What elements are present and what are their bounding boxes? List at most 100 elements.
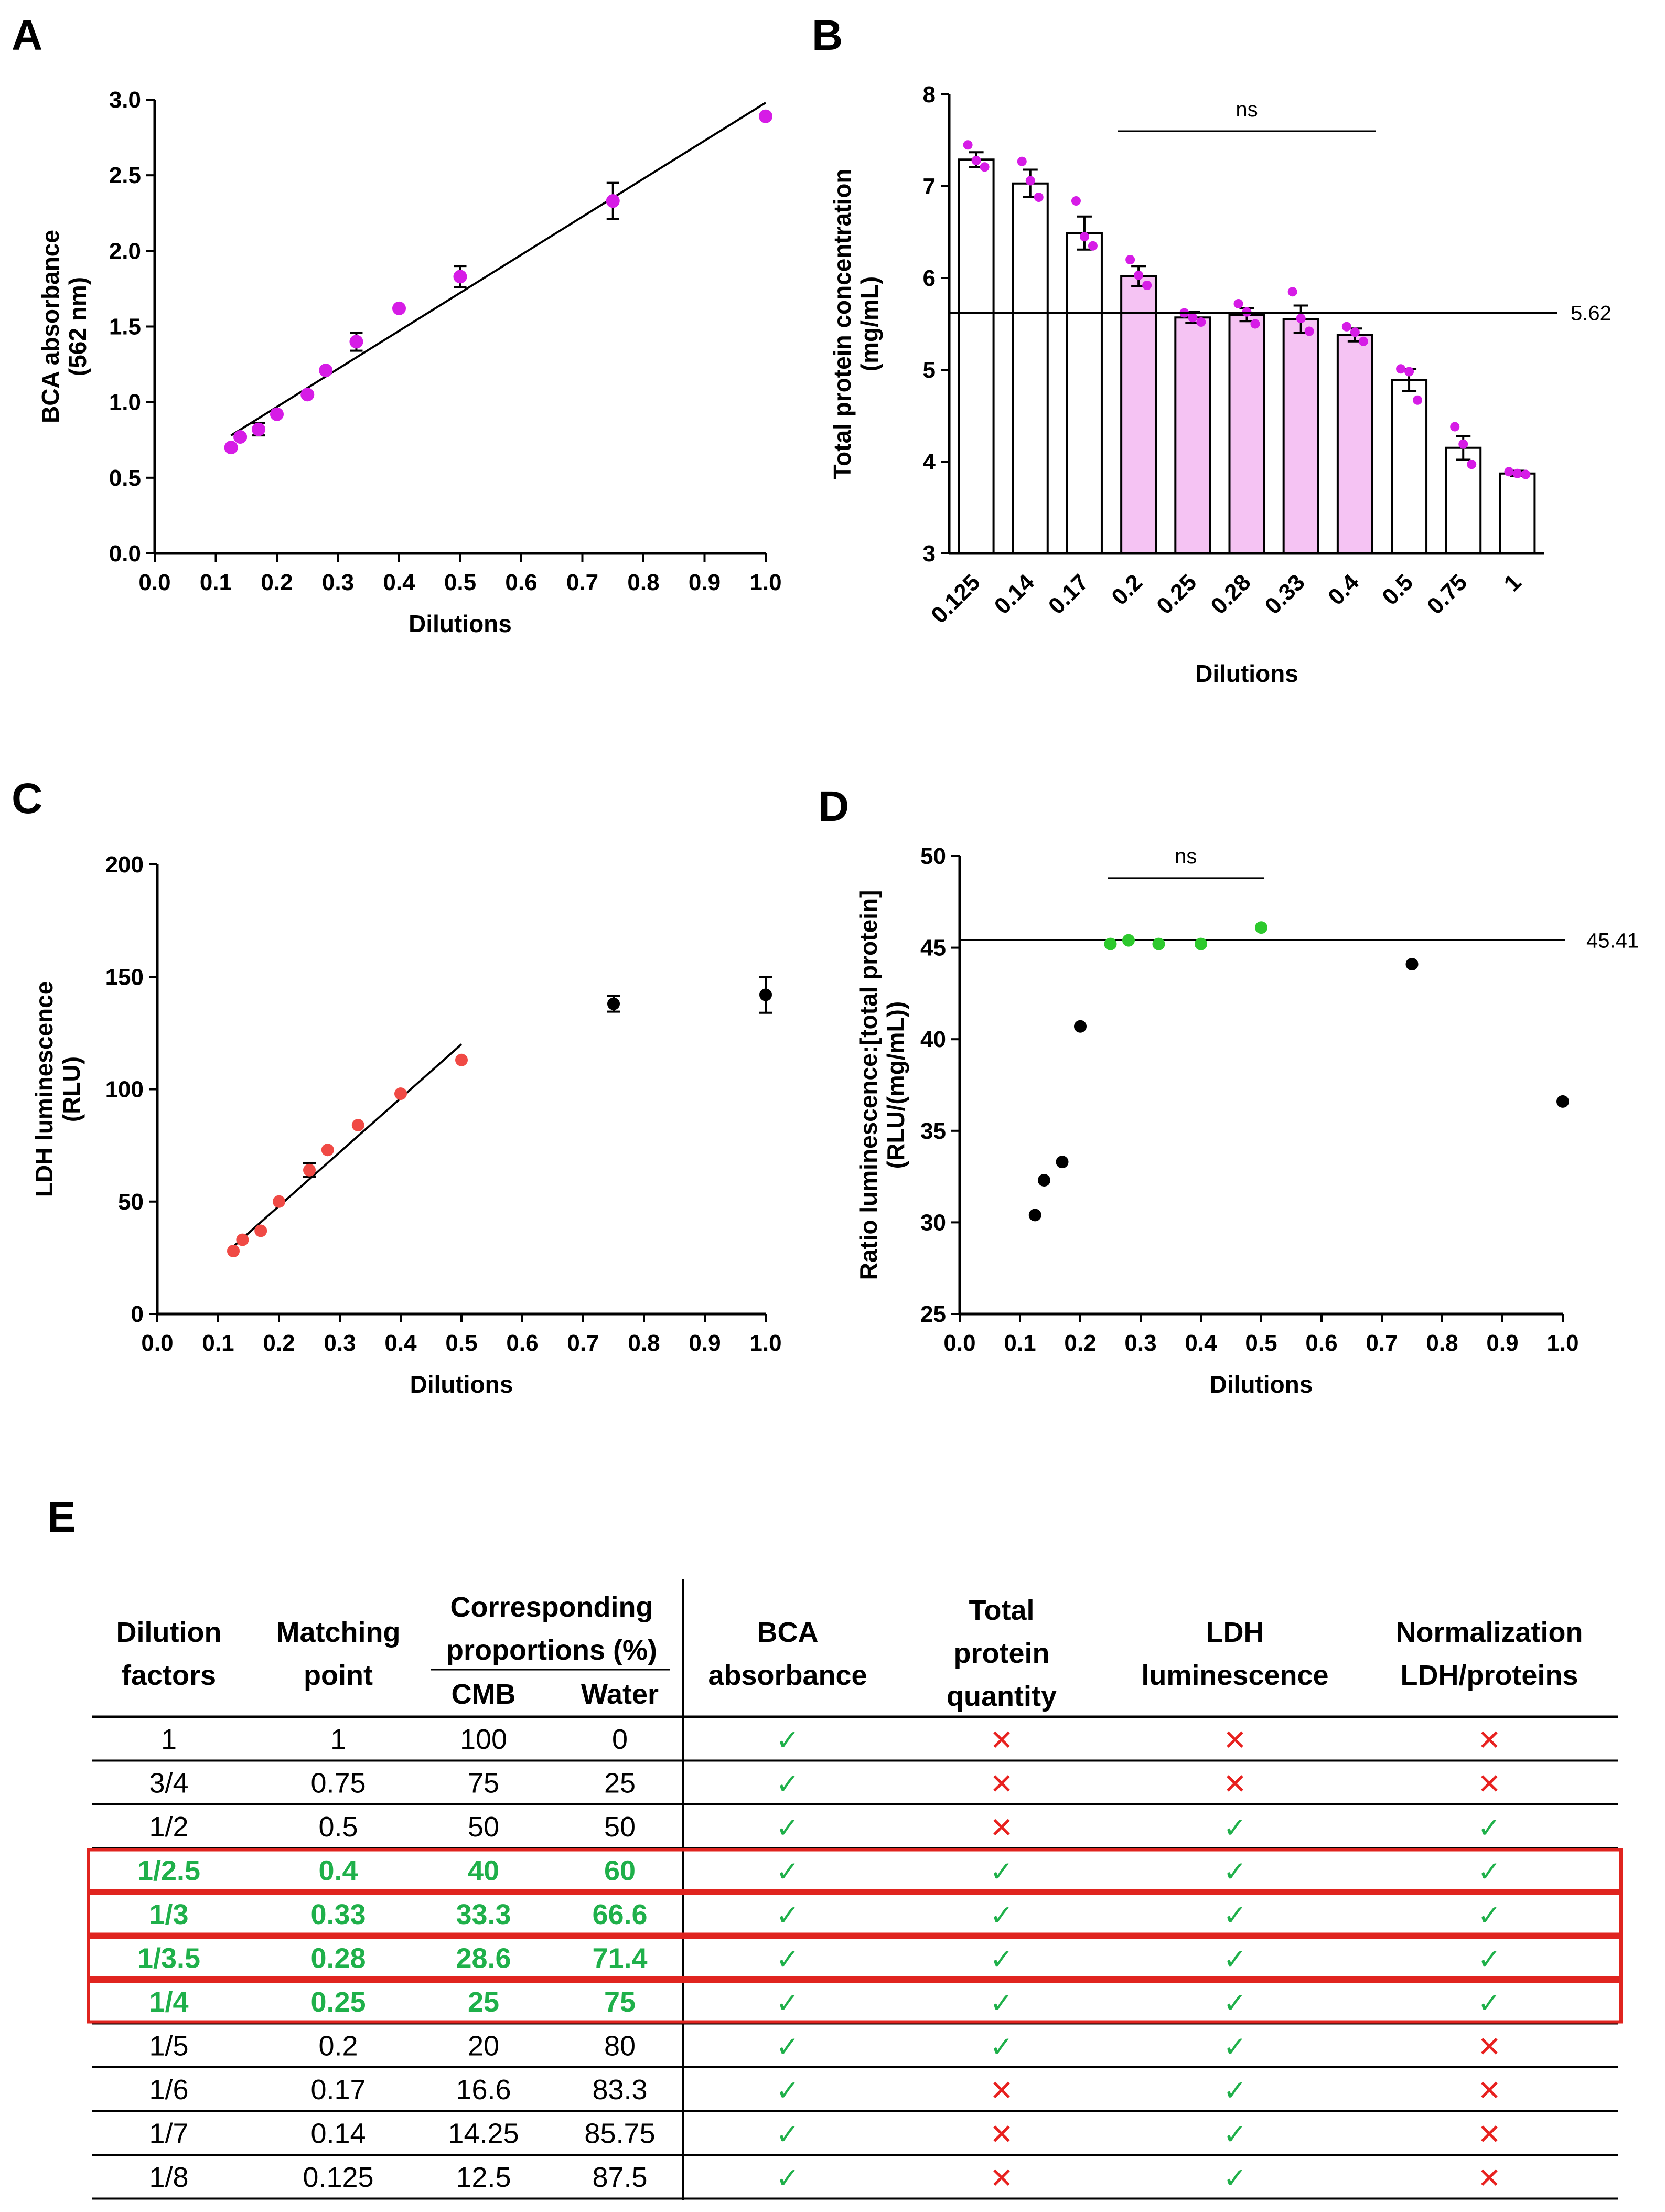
cell-cmb: 100 — [460, 1724, 507, 1755]
y-tick-label: 6 — [923, 265, 936, 291]
check-icon: ✓ — [1477, 1987, 1501, 2019]
panel-label-a: A — [12, 12, 42, 59]
header-bca: BCA — [757, 1617, 819, 1648]
data-point — [303, 1163, 316, 1177]
panel-d-scatter: 0.0 0.1 0.2 0.3 0.4 0.5 0.6 0.7 0.8 0.9 1.0 25 30 35 4… — [855, 843, 1639, 1398]
header-proportions: Corresponding — [450, 1591, 653, 1623]
x-tick-label: 0.6 — [506, 1330, 538, 1356]
data-point — [455, 1053, 468, 1066]
data-point — [1074, 1020, 1087, 1033]
check-icon: ✓ — [1223, 1856, 1247, 1887]
y-tick-label: 2.0 — [109, 238, 141, 264]
cross-icon: ✕ — [990, 1768, 1013, 1800]
x-tick-label: 0.2 — [1064, 1330, 1096, 1356]
fit-line — [232, 1043, 463, 1247]
data-point — [392, 301, 406, 315]
cell-water: 25 — [604, 1767, 636, 1799]
check-icon: ✓ — [1477, 1900, 1501, 1931]
replicate-point — [1088, 241, 1098, 251]
cross-icon: ✕ — [990, 2075, 1013, 2107]
x-tick-label: 0.8 — [628, 1330, 660, 1356]
header-protein: protein — [954, 1638, 1050, 1669]
data-point — [1195, 937, 1207, 950]
cross-icon: ✕ — [990, 1812, 1013, 1844]
check-icon: ✓ — [1223, 1900, 1247, 1931]
header-protein: Total — [969, 1595, 1035, 1626]
cell-cmb: 28.6 — [456, 1942, 511, 1974]
replicate-point — [1142, 281, 1152, 290]
check-icon: ✓ — [776, 1900, 799, 1931]
x-tick-label: 0.0 — [138, 570, 170, 595]
cross-icon: ✕ — [1477, 2075, 1501, 2107]
bar — [1282, 318, 1319, 554]
y-axis-title-line-1: BCA absorbance — [37, 230, 64, 423]
cross-icon: ✕ — [1477, 2119, 1501, 2150]
replicate-point — [1134, 270, 1144, 280]
data-point — [759, 109, 772, 123]
cell-dilution: 1/7 — [149, 2118, 188, 2149]
replicate-point — [1196, 317, 1206, 327]
x-tick-label: 0.1 — [202, 1330, 234, 1356]
cell-water: 87.5 — [592, 2162, 647, 2193]
cell-cmb: 16.6 — [456, 2074, 511, 2106]
x-tick-label: 0.0 — [943, 1330, 975, 1356]
replicate-point — [1512, 468, 1522, 478]
cell-dilution: 1/2.5 — [137, 1855, 200, 1886]
x-tick-label: 0.2 — [261, 570, 293, 595]
x-tick-label: 0.4 — [383, 570, 415, 595]
x-axis-title: Dilutions — [410, 1371, 513, 1398]
panel-label-b: B — [812, 12, 843, 59]
data-point — [453, 270, 467, 284]
cross-icon: ✕ — [1477, 1725, 1501, 1756]
replicate-point — [1304, 326, 1314, 336]
check-icon: ✓ — [776, 2075, 799, 2107]
check-icon: ✓ — [1223, 2031, 1247, 2063]
cell-cmb: 40 — [468, 1855, 499, 1886]
cross-icon: ✕ — [990, 2119, 1013, 2150]
data-point — [606, 194, 620, 208]
cell-dilution: 3/4 — [149, 1767, 188, 1799]
y-axis-title-line-2: (mg/mL) — [856, 276, 883, 371]
header-matching: Matching — [276, 1617, 401, 1648]
x-tick-label: 0.6 — [1305, 1330, 1337, 1356]
check-icon: ✓ — [776, 2163, 799, 2194]
x-axis-title: Dilutions — [409, 610, 512, 637]
cell-dilution: 1/5 — [149, 2030, 188, 2061]
cell-water: 83.3 — [592, 2074, 647, 2106]
y-tick-label: 7 — [923, 174, 936, 199]
data-point — [227, 1245, 240, 1258]
cell-matching: 0.33 — [310, 1899, 366, 1930]
fit-line — [230, 102, 767, 436]
y-axis-title-line-2: (RLU/(mg/mL)) — [882, 1001, 909, 1169]
cross-icon: ✕ — [1223, 1725, 1247, 1756]
check-icon: ✓ — [1223, 1987, 1247, 2019]
check-icon: ✓ — [1223, 2119, 1247, 2150]
cross-icon: ✕ — [990, 1725, 1013, 1756]
cell-dilution: 1/6 — [149, 2074, 188, 2106]
data-point — [1152, 937, 1165, 950]
x-tick-label: 0.5 — [444, 570, 476, 595]
check-icon: ✓ — [776, 1725, 799, 1756]
bar — [958, 158, 995, 554]
cell-water: 66.6 — [592, 1899, 647, 1930]
panel-label-c: C — [12, 775, 42, 822]
replicate-point — [1413, 395, 1423, 405]
y-tick-label: 100 — [105, 1077, 144, 1103]
significance-label: ns — [1236, 98, 1258, 121]
y-tick-label: 0 — [131, 1301, 144, 1327]
x-tick-label: 0.5 — [445, 1330, 477, 1356]
x-tick-label: 0.4 — [1185, 1330, 1217, 1356]
check-icon: ✓ — [776, 2119, 799, 2150]
check-icon: ✓ — [1223, 2163, 1247, 2194]
y-axis-title-line-2: (RLU) — [58, 1056, 85, 1122]
replicate-point — [1125, 255, 1135, 264]
replicate-point — [1287, 287, 1297, 297]
y-tick-label: 3.0 — [109, 87, 141, 113]
cell-dilution: 1/2 — [149, 1811, 188, 1843]
data-point — [1104, 937, 1117, 950]
y-tick-label: 50 — [118, 1189, 144, 1215]
cell-water: 75 — [604, 1986, 636, 2018]
cross-icon: ✕ — [1477, 2163, 1501, 2194]
x-tick-label: 0.0 — [141, 1330, 173, 1356]
x-tick-label: 0.7 — [1366, 1330, 1398, 1356]
